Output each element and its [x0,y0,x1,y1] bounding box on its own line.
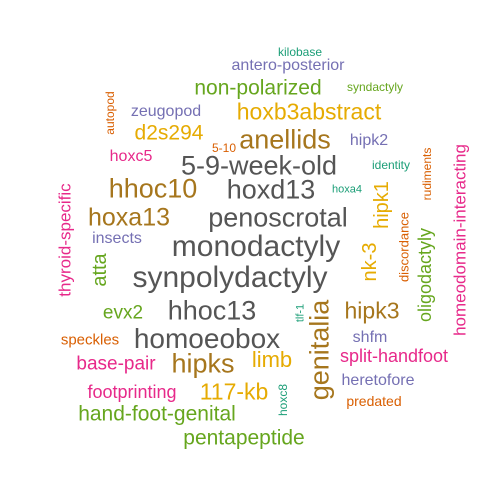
word-atta: atta [89,253,111,287]
word-discordance: discordance [396,211,412,283]
word-hipk3: hipk3 [344,297,400,324]
word-base-pair: base-pair [76,353,156,375]
word-antero-posterior: antero-posterior [231,57,345,74]
word-tlf-1: tlf-1 [294,303,307,323]
word-pentapeptide: pentapeptide [183,426,305,450]
word-hoxc5: hoxc5 [109,148,153,165]
word-oligodactyly: oligodactyly [415,227,435,323]
word-monodactyly: monodactyly [171,230,341,263]
word-hhoc10: hhoc10 [108,173,198,204]
word-hoxb3abstract: hoxb3abstract [236,98,382,125]
word-117-kb: 117-kb [199,378,269,405]
word-hoxa13: hoxa13 [87,203,171,232]
word-homeodomain-interacting: homeodomain-interacting [450,144,470,336]
word-d2s294: d2s294 [134,121,204,145]
word-kilobase: kilobase [277,45,323,59]
word-speckles: speckles [60,331,120,349]
word-syndactyly: syndactyly [346,80,404,94]
word-shfm: shfm [352,329,388,346]
word-hoxa4: hoxa4 [332,183,362,196]
word-predated: predated [346,393,402,409]
word-rudiments: rudiments [420,147,434,201]
word-autopod: autopod [103,91,117,135]
word-zeugopod: zeugopod [130,103,202,120]
word-hipk2: hipk2 [349,132,389,149]
word-insects: insects [92,230,142,247]
word-hoxd13: hoxd13 [226,174,316,205]
word-hoxc8: hoxc8 [276,383,290,417]
word-non-polarized: non-polarized [194,76,322,100]
word-synpolydactyly: synpolydactyly [132,261,328,294]
word-anellids: anellids [239,124,331,155]
word-heretofore: heretofore [341,372,415,389]
word-nk-3: nk-3 [359,242,381,282]
word-5-9-week-old: 5-9-week-old [180,150,338,181]
word-limb: limb [251,347,293,372]
word-hand-foot-genital: hand-foot-genital [78,402,236,426]
word-evx2: evx2 [102,302,144,324]
word-penoscrotal: penoscrotal [208,202,348,233]
word-split-handfoot: split-handfoot [339,346,449,366]
word-hipk1: hipk1 [371,181,393,229]
word-footprinting: footprinting [87,382,177,402]
word-thyroid-specific: thyroid-specific [55,183,75,297]
word-5-10: 5-10 [211,141,237,155]
word-hipks: hipks [171,348,235,379]
word-genitalia: genitalia [304,299,335,401]
word-homoeobox: homoeobox [133,323,281,354]
word-hhoc13: hhoc13 [167,295,257,326]
word-identity: identity [371,158,411,172]
